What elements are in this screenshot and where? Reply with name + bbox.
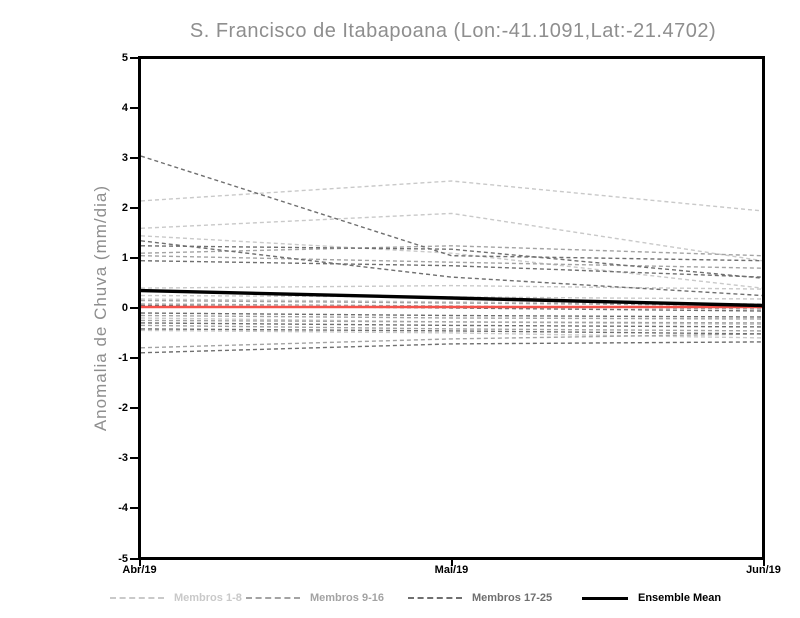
member-line	[141, 333, 762, 349]
chart-title: S. Francisco de Itabapoana (Lon:-41.1091…	[189, 20, 717, 42]
legend-label: Ensemble Mean	[638, 592, 722, 604]
y-tick-mark	[130, 56, 138, 59]
legend-item: Ensemble Mean	[582, 590, 721, 606]
member-line	[141, 324, 762, 332]
member-line	[141, 299, 762, 307]
member-line	[141, 212, 762, 262]
x-tick-mark	[762, 559, 765, 566]
member-line	[141, 322, 762, 328]
member-line	[141, 314, 762, 320]
y-tick-mark	[130, 407, 138, 410]
solid-line-sample	[582, 596, 628, 600]
y-tick-mark	[130, 256, 138, 259]
legend-item: Membros 9-16	[246, 590, 384, 606]
member-line	[141, 235, 762, 289]
legend-item: Membros 1-8	[110, 590, 242, 606]
dashed-line-sample	[246, 597, 300, 599]
member-line	[141, 245, 762, 257]
y-tick-label: 1	[121, 251, 128, 264]
member-line	[141, 155, 762, 262]
x-tick-label: Mai/19	[434, 564, 469, 576]
ensemble-lines-svg	[141, 155, 762, 354]
y-tick-label: 5	[121, 51, 128, 64]
member-line	[141, 180, 762, 212]
y-tick-label: -5	[118, 552, 128, 565]
y-tick-label: -4	[118, 502, 128, 515]
y-tick-label: 2	[121, 201, 128, 214]
member-line	[141, 260, 762, 278]
x-tick-mark	[450, 559, 453, 566]
ensemble-mean-line	[141, 288, 762, 308]
x-tick-label: Abr/19	[122, 564, 157, 576]
y-tick-label: -1	[118, 352, 128, 365]
y-tick-mark	[130, 206, 138, 209]
y-tick-mark	[130, 357, 138, 360]
member-line	[141, 298, 762, 305]
y-tick-mark	[130, 156, 138, 159]
member-line	[141, 312, 762, 318]
plot-area	[138, 56, 765, 560]
member-line	[141, 255, 762, 269]
y-tick-mark	[130, 106, 138, 109]
member-line	[141, 240, 762, 297]
y-tick-label: 0	[121, 302, 128, 314]
member-line	[141, 284, 762, 290]
legend: Membros 1-8 Membros 9-16 Membros 17-25 Ense…	[0, 590, 800, 610]
legend-label: Membros 9-16	[310, 592, 384, 604]
member-line	[141, 328, 762, 335]
member-line	[141, 329, 762, 339]
y-tick-mark	[130, 457, 138, 460]
member-line	[141, 319, 762, 324]
member-line	[141, 341, 762, 354]
y-tick-mark	[130, 307, 138, 309]
member-line	[141, 245, 762, 279]
y-tick-mark	[130, 557, 138, 560]
y-tick-label: -3	[118, 452, 128, 465]
legend-label: Membros 1-8	[174, 592, 242, 604]
dashed-line-sample	[110, 597, 164, 599]
legend-label: Membros 17-25	[472, 592, 553, 604]
dashed-line-sample	[408, 597, 462, 599]
x-tick-mark	[138, 559, 141, 566]
y-tick-mark	[130, 507, 138, 510]
y-tick-label: -2	[118, 402, 128, 415]
y-tick-label: 3	[121, 151, 128, 164]
legend-item: Membros 17-25	[408, 590, 552, 606]
x-tick-label: Jun/19	[746, 564, 781, 576]
y-tick-label: 4	[121, 101, 128, 114]
